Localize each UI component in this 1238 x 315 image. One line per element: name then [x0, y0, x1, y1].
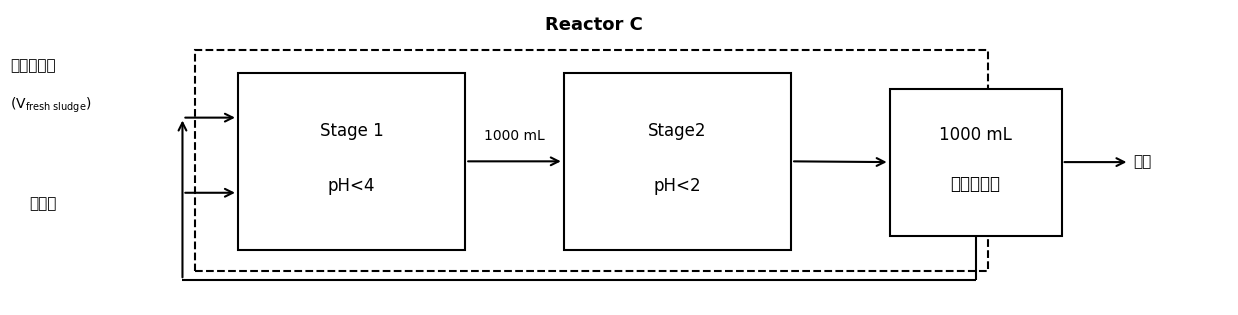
Text: 排出: 排出	[1133, 155, 1151, 169]
Text: pH<4: pH<4	[328, 177, 375, 195]
Bar	[890, 89, 1062, 236]
Bar	[563, 73, 791, 249]
Text: 接种物: 接种物	[28, 196, 56, 211]
Text: 淤滤后污泥: 淤滤后污泥	[951, 175, 1000, 192]
Bar	[238, 73, 465, 249]
Text: $\mathit{(}$$\mathrm{V}_{\mathrm{fresh\ sludge}}$$\mathit{)}$: $\mathit{(}$$\mathrm{V}_{\mathrm{fresh\ …	[10, 96, 92, 115]
Text: pH<2: pH<2	[654, 177, 701, 195]
Text: Stage 1: Stage 1	[319, 122, 384, 140]
Text: 1000 mL: 1000 mL	[940, 125, 1011, 144]
Bar	[194, 50, 988, 271]
Text: Stage2: Stage2	[649, 122, 707, 140]
Text: Reactor C: Reactor C	[546, 16, 644, 34]
Text: 待处理污泥: 待处理污泥	[10, 58, 56, 73]
Text: 1000 mL: 1000 mL	[484, 129, 545, 143]
